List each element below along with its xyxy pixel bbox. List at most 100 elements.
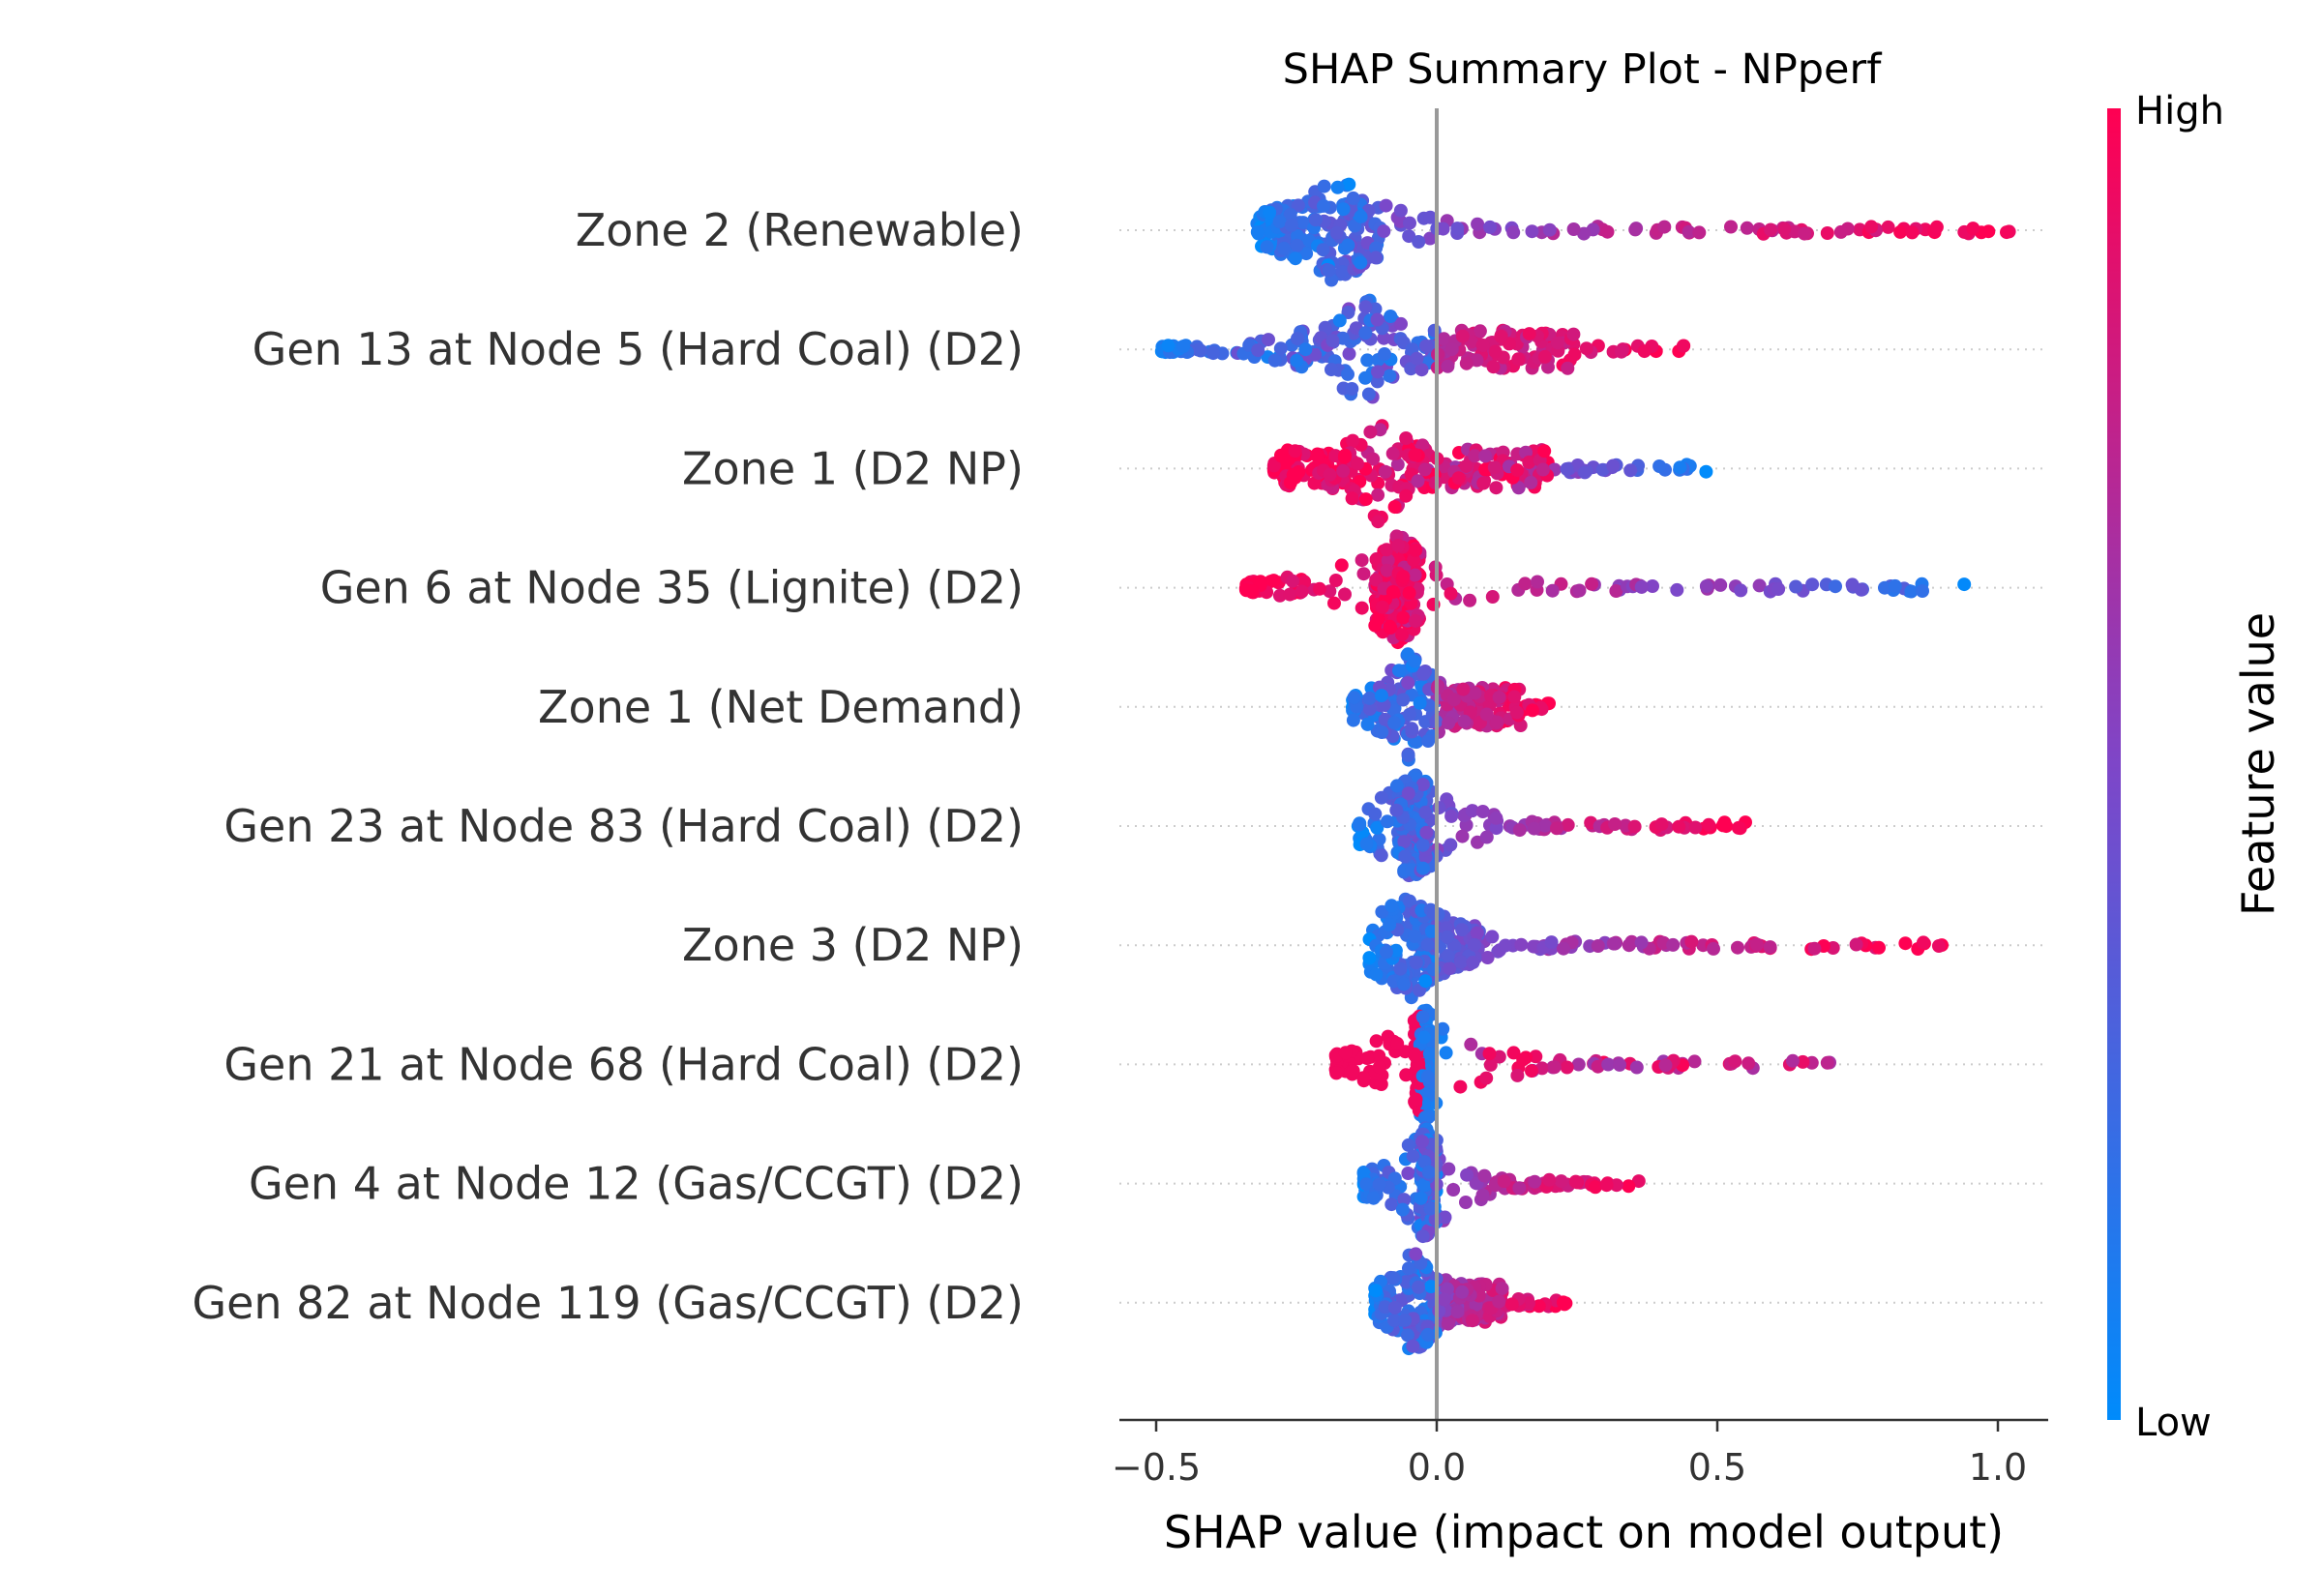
- data-point: [1420, 937, 1435, 952]
- data-point: [1385, 585, 1400, 599]
- data-point: [1561, 361, 1575, 375]
- feature-label: Zone 2 (Renewable): [576, 204, 1024, 256]
- data-point: [1378, 347, 1391, 361]
- data-point: [1341, 306, 1355, 319]
- data-point: [1475, 805, 1490, 818]
- data-point: [1525, 703, 1539, 718]
- feature-label: Gen 82 at Node 119 (Gas/CCGT) (D2): [192, 1277, 1024, 1329]
- data-point: [1284, 218, 1298, 232]
- data-point: [1408, 1049, 1422, 1063]
- data-point: [1510, 1068, 1525, 1082]
- data-point: [1384, 1197, 1399, 1212]
- data-point: [1410, 351, 1424, 366]
- x-axis-title: SHAP value (impact on model output): [1164, 1506, 2004, 1558]
- data-point: [1386, 1271, 1401, 1286]
- data-point: [1473, 324, 1487, 339]
- data-point: [1403, 216, 1416, 230]
- data-point: [1529, 1049, 1543, 1064]
- data-point: [1731, 820, 1745, 835]
- data-point: [1441, 949, 1455, 963]
- data-point: [1571, 1057, 1586, 1072]
- data-point: [1391, 539, 1406, 552]
- data-point: [1437, 1292, 1451, 1307]
- data-point: [1734, 583, 1748, 598]
- data-point: [1372, 1049, 1386, 1063]
- data-point: [1495, 1282, 1509, 1296]
- data-point: [1290, 238, 1304, 252]
- data-point: [1346, 713, 1360, 727]
- data-point: [1398, 849, 1413, 864]
- data-point: [1295, 216, 1310, 230]
- data-point: [1673, 460, 1687, 475]
- data-point: [1534, 1061, 1549, 1076]
- data-point: [1585, 576, 1599, 591]
- data-point: [1932, 939, 1946, 953]
- data-point: [1577, 226, 1592, 241]
- data-point: [1436, 222, 1450, 236]
- data-point: [1346, 433, 1360, 448]
- data-point: [1423, 210, 1438, 224]
- data-point: [1929, 220, 1944, 234]
- data-point: [1446, 693, 1461, 707]
- data-point: [1442, 716, 1456, 730]
- data-point: [1479, 830, 1494, 844]
- data-point: [1358, 370, 1373, 385]
- data-point: [1451, 471, 1466, 486]
- data-point: [1702, 817, 1716, 832]
- data-point: [1442, 1162, 1456, 1176]
- data-point: [1537, 349, 1552, 364]
- data-point: [1728, 1054, 1742, 1069]
- data-point: [1291, 198, 1305, 213]
- data-point: [1752, 578, 1767, 593]
- data-point: [1566, 222, 1581, 236]
- data-point: [1497, 1174, 1511, 1189]
- data-point: [1415, 1229, 1430, 1244]
- data-point: [1385, 446, 1400, 460]
- data-point: [1459, 356, 1474, 370]
- data-point: [1380, 814, 1394, 829]
- data-point: [1713, 577, 1728, 592]
- data-point: [1354, 209, 1368, 223]
- data-point: [1408, 448, 1422, 462]
- data-point: [1370, 374, 1384, 389]
- data-point: [1854, 582, 1868, 597]
- data-point: [1341, 367, 1354, 381]
- data-point: [1334, 558, 1349, 573]
- data-point: [1676, 339, 1690, 353]
- data-point: [1418, 805, 1433, 819]
- data-point: [1692, 225, 1707, 240]
- data-point: [1492, 691, 1506, 704]
- data-point: [1556, 1295, 1570, 1310]
- x-tick-label: 0.0: [1408, 1446, 1466, 1489]
- data-point: [1578, 465, 1593, 480]
- data-point: [1820, 226, 1834, 240]
- data-point: [1436, 1021, 1450, 1036]
- data-point: [1345, 491, 1359, 506]
- data-point: [1849, 937, 1863, 952]
- data-point: [1506, 1046, 1521, 1060]
- data-point: [1439, 1046, 1453, 1060]
- data-point: [1544, 935, 1559, 950]
- data-point: [1417, 1110, 1432, 1125]
- data-point: [1421, 1165, 1436, 1179]
- data-point: [1465, 1314, 1479, 1328]
- data-point: [1450, 1305, 1465, 1319]
- data-point: [1377, 331, 1391, 345]
- data-point: [1470, 353, 1484, 368]
- data-point: [1375, 904, 1389, 919]
- data-point: [1403, 894, 1416, 908]
- data-point: [1387, 500, 1402, 515]
- data-point: [1384, 310, 1398, 323]
- data-point: [1286, 574, 1300, 588]
- data-point: [1532, 1299, 1546, 1314]
- data-point: [1485, 590, 1500, 604]
- data-point: [1507, 690, 1522, 704]
- data-point: [1308, 213, 1323, 227]
- data-point: [1740, 221, 1754, 235]
- data-point: [1317, 198, 1330, 213]
- data-point: [1579, 341, 1593, 356]
- data-point: [1392, 664, 1406, 678]
- data-point: [1432, 801, 1446, 815]
- data-point: [1444, 838, 1458, 852]
- data-point: [1652, 459, 1667, 473]
